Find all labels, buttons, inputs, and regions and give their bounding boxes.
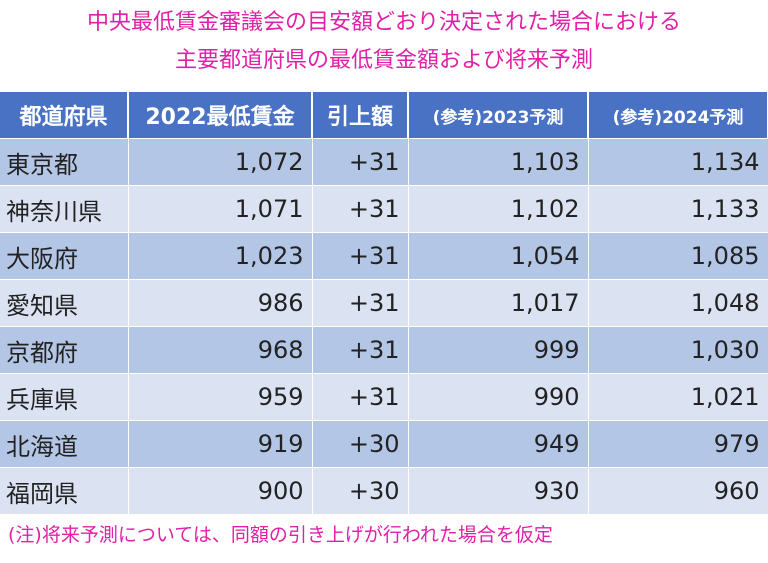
title: 中央最低賃金審議会の目安額どおり決定された場合における <box>86 10 681 35</box>
title: 主要都道府県の最低賃金額および将来予測 <box>174 48 593 73</box>
table-cell: 1,071 <box>128 185 313 233</box>
table-cell: 1,017 <box>408 279 589 327</box>
table-cell: +31 <box>312 138 409 186</box>
table-cell: 979 <box>588 420 768 468</box>
table-cell: 959 <box>128 373 313 421</box>
table-row: 福岡県 900 +30 930 960 <box>0 467 768 514</box>
table-cell: 930 <box>408 467 589 514</box>
table-cell: 900 <box>128 467 313 514</box>
table-cell: +30 <box>312 420 409 468</box>
table-cell: 919 <box>128 420 313 468</box>
table-cell: 949 <box>408 420 589 468</box>
table-cell: 北海道 <box>0 420 129 468</box>
column-header: (参考)2023予測 <box>408 92 589 139</box>
table-cell: +31 <box>312 279 409 327</box>
table-cell: 兵庫県 <box>0 373 129 421</box>
table-row: 京都府 968 +31 999 1,030 <box>0 326 768 374</box>
footnote: (注)将来予測については、同額の引き上げが行われた場合を仮定 <box>8 524 553 546</box>
table-row: 兵庫県 959 +31 990 1,021 <box>0 373 768 421</box>
table-cell: +31 <box>312 373 409 421</box>
table-cell: 990 <box>408 373 589 421</box>
table-cell: 福岡県 <box>0 467 129 514</box>
column-header: 引上額 <box>312 92 409 139</box>
table-cell: 1,023 <box>128 232 313 280</box>
table-cell: +31 <box>312 185 409 233</box>
table-cell: 1,134 <box>588 138 768 186</box>
table-cell: 神奈川県 <box>0 185 129 233</box>
table-row: 東京都 1,072 +31 1,103 1,134 <box>0 138 768 186</box>
table-cell: 愛知県 <box>0 279 129 327</box>
header-row: 都道府県 2022最低賃金 引上額 (参考)2023予測 (参考)2024予測 <box>0 92 768 139</box>
table-body: 東京都 1,072 +31 1,103 1,134 神奈川県 1,071 +31 1,102 1,… <box>0 138 768 514</box>
column-header: (参考)2024予測 <box>588 92 768 139</box>
table-row: 北海道 919 +30 949 979 <box>0 420 768 468</box>
table-cell: 986 <box>128 279 313 327</box>
table-cell: 1,085 <box>588 232 768 280</box>
table-row: 大阪府 1,023 +31 1,054 1,085 <box>0 232 768 280</box>
table-cell: +30 <box>312 467 409 514</box>
table-cell: 1,102 <box>408 185 589 233</box>
table-row: 神奈川県 1,071 +31 1,102 1,133 <box>0 185 768 233</box>
table-cell: 968 <box>128 326 313 374</box>
table-cell: +31 <box>312 232 409 280</box>
table-cell: 960 <box>588 467 768 514</box>
table-cell: 1,133 <box>588 185 768 233</box>
table-cell: 1,021 <box>588 373 768 421</box>
table-cell: 大阪府 <box>0 232 129 280</box>
table-row: 愛知県 986 +31 1,017 1,048 <box>0 279 768 327</box>
column-header: 2022最低賃金 <box>128 92 313 139</box>
table: 都道府県 2022最低賃金 引上額 (参考)2023予測 (参考)2024予測 東京都 1… <box>0 92 768 514</box>
table-cell: 京都府 <box>0 326 129 374</box>
column-header: 都道府県 <box>0 92 129 139</box>
table-cell: 1,030 <box>588 326 768 374</box>
table-cell: 1,048 <box>588 279 768 327</box>
table-cell: +31 <box>312 326 409 374</box>
table-cell: 999 <box>408 326 589 374</box>
table-cell: 1,072 <box>128 138 313 186</box>
table-cell: 1,103 <box>408 138 589 186</box>
table-cell: 東京都 <box>0 138 129 186</box>
table-cell: 1,054 <box>408 232 589 280</box>
